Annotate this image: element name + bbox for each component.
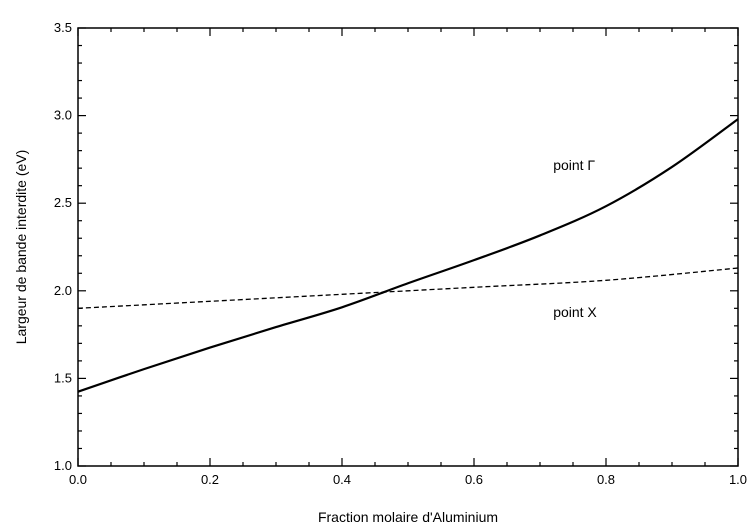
y-tick-label: 1.5 <box>54 370 72 385</box>
series-line-point-x <box>77 267 739 309</box>
x-tick-label: 0.8 <box>597 472 615 487</box>
annotation-point-x: point X <box>553 304 597 320</box>
annotation-point-gamma: point Γ <box>553 157 595 173</box>
series-group <box>77 118 739 393</box>
axis-ticks <box>77 27 739 467</box>
y-tick-label: 2.5 <box>54 195 72 210</box>
y-tick-label: 3.5 <box>54 20 72 35</box>
series-line-point-gamma <box>77 118 739 393</box>
y-tick-label: 3.0 <box>54 108 72 123</box>
plot-frame <box>77 27 739 467</box>
x-tick-label: 0.6 <box>465 472 483 487</box>
x-tick-label: 1.0 <box>729 472 747 487</box>
x-tick-label: 0.0 <box>69 472 87 487</box>
x-tick-label: 0.4 <box>333 472 351 487</box>
y-tick-label: 2.0 <box>54 283 72 298</box>
x-axis-title: Fraction molaire d'Aluminium <box>318 509 498 525</box>
y-tick-label: 1.0 <box>54 458 72 473</box>
tick-labels: 0.0 0.2 0.4 0.6 0.8 1.0 1.0 1.5 2.0 2.5 3.0 3.5 <box>54 20 747 487</box>
y-axis-title: Largeur de bande interdite (eV) <box>13 150 29 345</box>
x-tick-label: 0.2 <box>201 472 219 487</box>
